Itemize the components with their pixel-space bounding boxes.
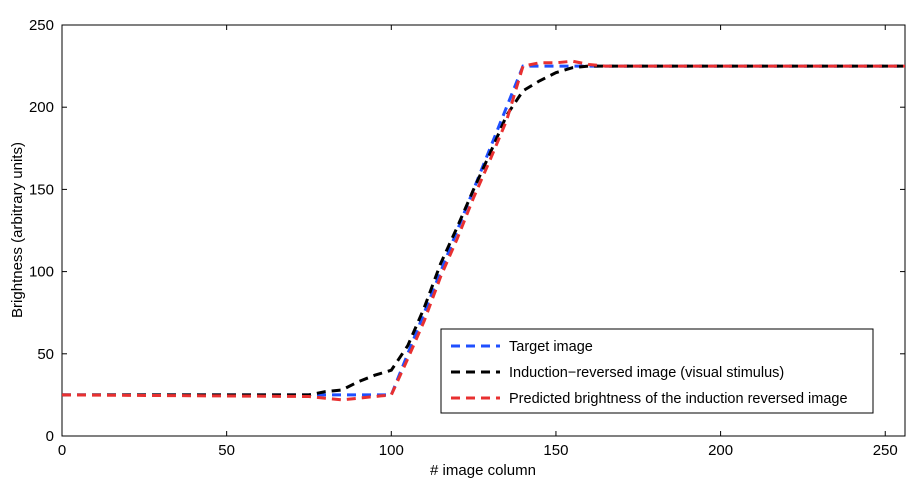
y-tick-label: 0 (46, 428, 54, 445)
x-tick-label: 50 (218, 442, 235, 459)
y-tick-label: 250 (29, 17, 54, 34)
x-tick-label: 100 (379, 442, 404, 459)
legend-box (440, 328, 874, 414)
y-tick-label: 150 (29, 181, 54, 198)
y-axis-ticks: 0 50 100 150 200 250 (29, 17, 905, 445)
x-axis-ticks: 0 50 100 150 200 250 (58, 25, 898, 459)
y-tick-label: 200 (29, 99, 54, 116)
y-tick-label: 100 (29, 264, 54, 281)
x-tick-label: 0 (58, 442, 66, 459)
x-axis-label: # image column (430, 462, 536, 479)
series-line-3 (62, 59, 905, 402)
series-line-2 (62, 64, 905, 397)
series-group (62, 59, 905, 402)
y-axis-label: Brightness (arbitrary units) (9, 142, 26, 318)
y-tick-label: 50 (37, 346, 54, 363)
x-tick-label: 150 (543, 442, 568, 459)
legend-entry-label: Target image (509, 339, 593, 355)
x-tick-label: 250 (873, 442, 898, 459)
legend-entry-label: Predicted brightness of the induction re… (509, 391, 848, 407)
legend-entry-label: Induction−reversed image (visual stimulu… (509, 365, 784, 381)
x-tick-label: 200 (708, 442, 733, 459)
legend: Target image Induction−reversed image (vi… (440, 328, 874, 414)
